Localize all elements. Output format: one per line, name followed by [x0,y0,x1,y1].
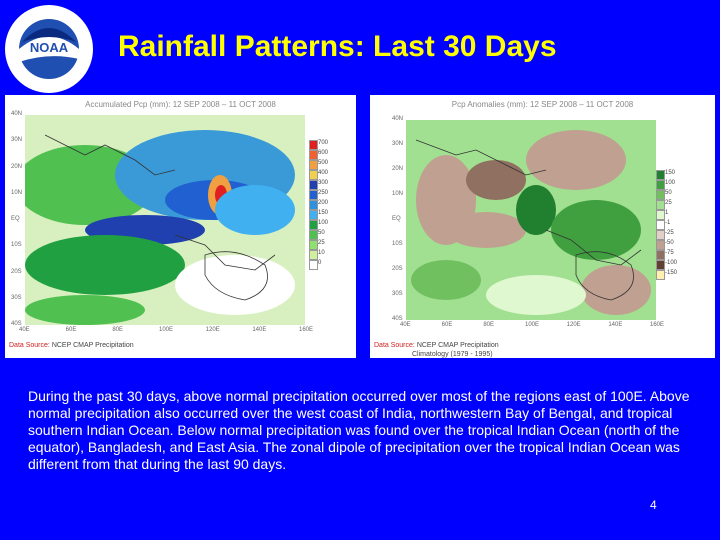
colorbar-swatch [656,240,665,250]
longitude-label: 100E [525,322,540,328]
latitude-label: 10S [11,242,22,249]
longitude-label: 80E [483,322,495,328]
colorbar-swatch [656,270,665,280]
longitude-label: 40E [400,322,411,328]
precipitation-anomaly-map [406,120,656,320]
slide-title: Rainfall Patterns: Last 30 Days [118,30,557,63]
colorbar-swatch [656,200,665,210]
colorbar-label: -150 [665,270,678,276]
colorbar-label: 25 [665,200,672,206]
left-data-source: Data Source: NCEP CMAP Precipitation [9,341,134,350]
colorbar-label: 25 [318,240,325,246]
colorbar-swatch [656,260,665,270]
colorbar-swatch [309,170,318,180]
latitude-label: 10N [392,191,404,197]
colorbar-label: -50 [665,240,674,246]
colorbar-label: -1 [665,220,671,226]
colorbar-label: -100 [665,260,678,266]
colorbar-label: 0 [318,260,322,266]
longitude-label: 140E [252,327,267,333]
noaa-logo: NOAA [5,5,93,93]
longitude-label: 120E [566,322,581,328]
left-map-title: Accumulated Pcp (mm): 12 SEP 2008 – 11 O… [85,100,276,109]
colorbar-swatch [309,260,318,270]
colorbar-swatch [309,230,318,240]
longitude-label: 80E [112,327,124,333]
longitude-label: 60E [65,327,77,333]
colorbar-swatch [309,160,318,170]
page-number: 4 [650,498,657,512]
colorbar-label: 600 [318,150,329,156]
colorbar-label: -75 [665,250,674,256]
colorbar-label: 700 [318,140,329,146]
colorbar-label: 200 [318,200,329,206]
colorbar-label: 150 [665,170,676,176]
colorbar-swatch [309,150,318,160]
latitude-label: 30N [11,137,23,144]
colorbar-label: 150 [318,210,329,216]
longitude-label: 160E [299,327,314,333]
colorbar-label: 400 [318,170,329,176]
right-source-text: NCEP CMAP Precipitation [416,342,499,349]
accumulated-precipitation-panel: Accumulated Pcp (mm): 12 SEP 2008 – 11 O… [5,95,356,358]
latitude-label: 30S [11,294,22,301]
longitude-label: 120E [205,327,220,333]
slide-description: During the past 30 days, above normal pr… [28,388,690,472]
latitude-label: 40S [11,321,22,327]
latitude-label: 30N [392,141,404,147]
left-source-label: Data Source: [9,342,50,349]
longitude-label: 160E [650,322,665,328]
latitude-label: 20S [11,268,22,275]
longitude-label: 140E [608,322,623,328]
colorbar-label: 50 [665,190,672,196]
accumulated-precipitation-map [25,115,305,325]
latitude-label: 20N [11,163,23,170]
logo-text: NOAA [30,40,69,55]
colorbar-swatch [656,250,665,260]
latitude-label: 10S [392,241,403,247]
latitude-label: EQ [392,216,401,222]
colorbar-label: -25 [665,230,674,236]
latitude-label: 20S [392,266,403,272]
colorbar-swatch [656,180,665,190]
latitude-label: 20N [392,166,404,172]
colorbar-swatch [656,210,665,220]
latitude-label: EQ [11,216,20,222]
colorbar-swatch [309,140,318,150]
colorbar-swatch [309,240,318,250]
colorbar-swatch [309,190,318,200]
colorbar-label: 50 [318,230,325,236]
colorbar-label: 500 [318,160,329,166]
latitude-label: 40N [11,111,23,117]
colorbar-swatch [309,250,318,260]
colorbar-label: 250 [318,190,329,196]
colorbar-swatch [309,210,318,220]
right-map-title: Pcp Anomalies (mm): 12 SEP 2008 – 11 OCT… [451,100,634,109]
colorbar-label: 1 [665,210,669,216]
colorbar-label: 10 [318,250,325,256]
latitude-label: 30S [392,291,403,297]
latitude-label: 40N [392,116,404,122]
colorbar-swatch [656,190,665,200]
colorbar-swatch [309,220,318,230]
longitude-label: 60E [441,322,453,328]
colorbar-swatch [656,170,665,180]
longitude-label: 100E [159,327,174,333]
colorbar-swatch [309,200,318,210]
colorbar-swatch [656,220,665,230]
right-source-climatology: Climatology (1979 - 1995) [412,351,493,358]
colorbar-label: 100 [665,180,676,186]
longitude-label: 40E [19,327,30,333]
latitude-label: 40S [392,316,403,322]
colorbar-swatch [656,230,665,240]
precipitation-anomaly-panel: Pcp Anomalies (mm): 12 SEP 2008 – 11 OCT… [370,95,715,358]
colorbar-label: 300 [318,180,329,186]
colorbar-swatch [309,180,318,190]
left-source-text: NCEP CMAP Precipitation [51,342,134,349]
colorbar-label: 100 [318,220,329,226]
right-source-label: Data Source: [374,342,415,349]
latitude-label: 10N [11,189,23,196]
right-data-source: Data Source: NCEP CMAP Precipitation Cli… [374,341,499,358]
